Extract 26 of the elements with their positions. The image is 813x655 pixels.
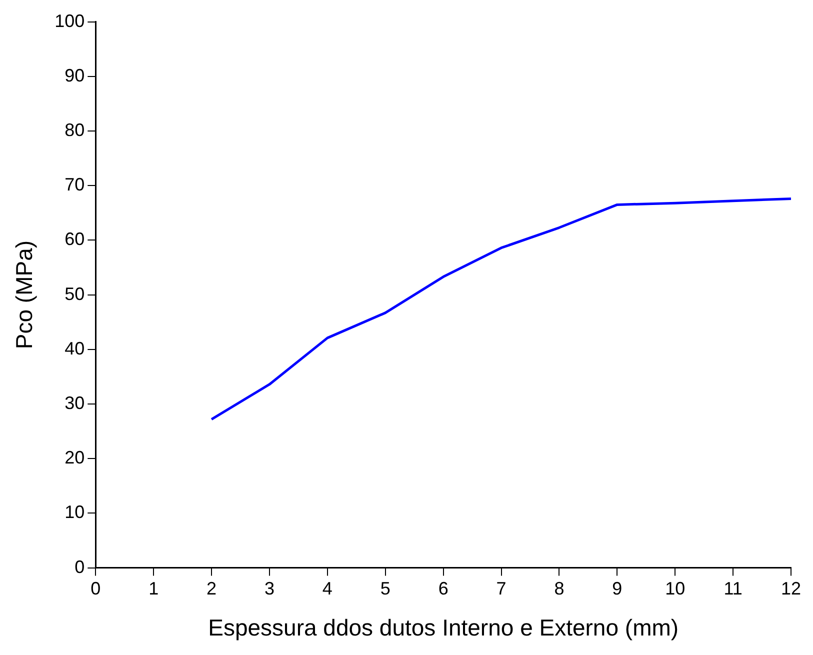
y-axis-title: Pco (MPa) (11, 240, 38, 350)
x-tick-label: 2 (206, 578, 217, 599)
y-tick-label: 0 (74, 556, 85, 577)
y-tick-label: 30 (64, 392, 85, 413)
x-tick-label: 6 (438, 578, 448, 599)
x-axis-title: Espessura ddos dutos Interno e Externo (mm) (208, 614, 679, 641)
x-tick-label: 12 (780, 578, 802, 599)
y-tick-label: 90 (64, 65, 85, 86)
x-tick-label: 7 (496, 578, 506, 599)
y-tick-label: 80 (64, 120, 85, 140)
y-tick-label: 10 (64, 502, 85, 522)
y-tick-label: 60 (64, 229, 85, 250)
y-tick-label: 100 (54, 10, 85, 31)
x-tick-label: 3 (264, 578, 274, 599)
x-tick-label: 11 (724, 578, 742, 599)
x-tick-label: 5 (380, 578, 390, 599)
y-tick-label: 20 (64, 448, 85, 468)
x-tick-label: 9 (612, 578, 622, 599)
x-tick-label: 8 (554, 578, 564, 599)
y-tick-label: 70 (64, 174, 85, 195)
y-tick-label: 40 (64, 338, 85, 358)
y-tick-label: 50 (64, 284, 85, 304)
x-tick-label: 10 (665, 578, 686, 599)
x-tick-label: 4 (322, 578, 332, 599)
x-tick-label: 0 (90, 578, 101, 599)
x-tick-label: 1 (148, 578, 159, 599)
